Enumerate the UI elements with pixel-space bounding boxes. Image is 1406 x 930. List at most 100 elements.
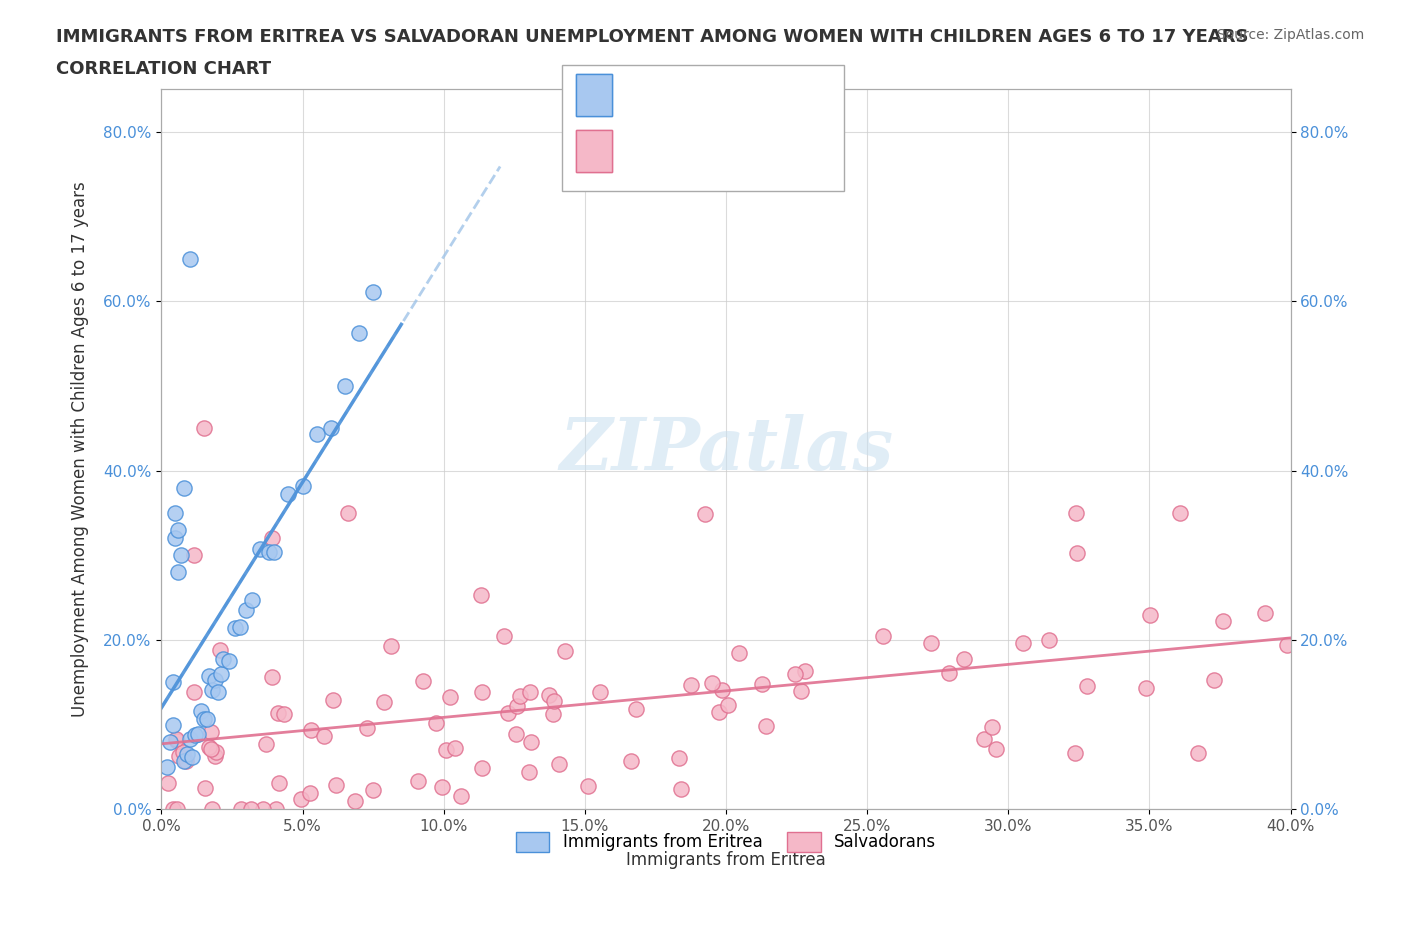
Point bbox=[229, 802, 252, 817]
Point bbox=[198, 739, 221, 754]
Point bbox=[751, 677, 773, 692]
Point bbox=[434, 742, 457, 757]
Point bbox=[174, 753, 197, 768]
Point bbox=[204, 745, 226, 760]
Point bbox=[235, 603, 257, 618]
Point bbox=[1064, 506, 1087, 521]
Point bbox=[305, 427, 328, 442]
Point bbox=[702, 675, 724, 690]
Point bbox=[204, 749, 226, 764]
Point bbox=[166, 802, 188, 817]
Point bbox=[620, 753, 643, 768]
Point bbox=[240, 592, 263, 607]
Point bbox=[176, 747, 198, 762]
Point bbox=[668, 751, 690, 765]
Point bbox=[1066, 546, 1088, 561]
Point bbox=[505, 726, 527, 741]
Point bbox=[208, 642, 231, 657]
Point bbox=[198, 668, 221, 683]
Point bbox=[986, 742, 1008, 757]
Point bbox=[1202, 673, 1225, 688]
Point bbox=[224, 621, 246, 636]
Point bbox=[166, 734, 188, 749]
Point bbox=[671, 782, 693, 797]
Point bbox=[319, 420, 342, 435]
Point bbox=[717, 698, 740, 712]
Point bbox=[291, 479, 314, 494]
Point bbox=[184, 728, 207, 743]
Point bbox=[537, 687, 560, 702]
Point bbox=[1038, 632, 1060, 647]
Point bbox=[162, 802, 184, 817]
Point bbox=[470, 588, 492, 603]
Point bbox=[179, 731, 201, 746]
Point bbox=[322, 693, 344, 708]
Point bbox=[187, 726, 209, 741]
Point bbox=[212, 651, 235, 666]
Point bbox=[1170, 506, 1192, 521]
Point bbox=[260, 531, 283, 546]
Point bbox=[257, 545, 280, 560]
Point bbox=[193, 420, 215, 435]
Point bbox=[425, 716, 447, 731]
Point bbox=[1135, 681, 1157, 696]
Point bbox=[200, 741, 222, 756]
Point bbox=[277, 486, 299, 501]
Point bbox=[254, 737, 277, 752]
Point bbox=[938, 666, 960, 681]
Point bbox=[229, 619, 252, 634]
Point bbox=[543, 694, 565, 709]
Point bbox=[793, 663, 815, 678]
Point bbox=[183, 548, 205, 563]
Point bbox=[541, 707, 564, 722]
Point bbox=[498, 706, 520, 721]
Legend: Immigrants from Eritrea, Salvadorans: Immigrants from Eritrea, Salvadorans bbox=[509, 825, 943, 858]
Point bbox=[314, 728, 336, 743]
Point bbox=[194, 780, 217, 795]
Text: CORRELATION CHART: CORRELATION CHART bbox=[56, 60, 271, 78]
Point bbox=[1076, 678, 1098, 693]
Point bbox=[1011, 636, 1033, 651]
Text: ZIPatlas: ZIPatlas bbox=[560, 414, 893, 485]
Point bbox=[519, 735, 541, 750]
Point bbox=[209, 667, 232, 682]
Point bbox=[1254, 605, 1277, 620]
Point bbox=[165, 506, 187, 521]
Point bbox=[173, 753, 195, 768]
Point bbox=[554, 644, 576, 658]
Text: N = 104: N = 104 bbox=[731, 138, 811, 156]
Point bbox=[170, 548, 193, 563]
Point bbox=[159, 734, 181, 749]
Text: IMMIGRANTS FROM ERITREA VS SALVADORAN UNEMPLOYMENT AMONG WOMEN WITH CHILDREN AGE: IMMIGRANTS FROM ERITREA VS SALVADORAN UN… bbox=[56, 28, 1249, 46]
Point bbox=[450, 789, 472, 804]
Point bbox=[290, 791, 312, 806]
Point bbox=[347, 326, 370, 340]
Point bbox=[218, 654, 240, 669]
Point bbox=[408, 774, 430, 789]
Point bbox=[1139, 607, 1161, 622]
Point bbox=[299, 723, 322, 737]
Point bbox=[183, 684, 205, 699]
Point bbox=[519, 764, 541, 779]
Point bbox=[710, 683, 733, 698]
Point bbox=[273, 707, 295, 722]
Point bbox=[471, 761, 494, 776]
Point bbox=[325, 777, 347, 792]
Point bbox=[167, 565, 190, 579]
Point bbox=[953, 651, 976, 666]
Point bbox=[576, 778, 599, 793]
Text: Immigrants from Eritrea: Immigrants from Eritrea bbox=[626, 851, 825, 869]
Point bbox=[624, 702, 647, 717]
Point bbox=[443, 740, 465, 755]
Point bbox=[201, 802, 224, 817]
Point bbox=[1187, 746, 1209, 761]
Point bbox=[709, 705, 731, 720]
Point bbox=[412, 673, 434, 688]
Point bbox=[162, 717, 184, 732]
Point bbox=[260, 670, 283, 684]
Point bbox=[509, 688, 531, 703]
Point bbox=[195, 711, 218, 726]
Point bbox=[337, 506, 360, 521]
Point bbox=[681, 678, 703, 693]
Point bbox=[1064, 746, 1087, 761]
